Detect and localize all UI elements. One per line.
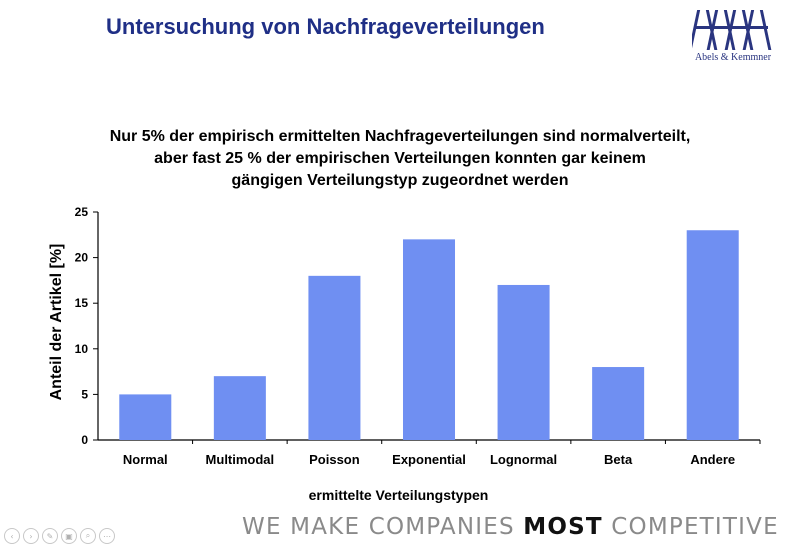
y-tick-label: 25 [75,205,89,219]
y-tick-label: 5 [81,387,88,401]
x-tick-label-poisson: Poisson [309,452,360,467]
bar-multimodal [213,376,266,440]
tagline-start: WE MAKE COMPANIES [242,514,524,540]
company-logo [692,10,772,50]
tagline: WE MAKE COMPANIES MOST COMPETITIVE [242,514,779,540]
next-icon[interactable]: › [23,528,39,544]
bar-poisson [308,275,361,440]
bar-exponential [402,239,456,440]
y-axis-label: Anteil der Artikel [%] [48,243,65,401]
more-icon[interactable]: ⋯ [99,528,115,544]
presentation-controls: ‹ › ✎ ▣ ⌕ ⋯ [4,528,115,544]
x-tick-label-exponential: Exponential [392,452,466,467]
pen-icon[interactable]: ✎ [42,528,58,544]
x-tick-label-andere: Andere [690,452,735,467]
x-tick-label-multimodal: Multimodal [206,452,275,467]
y-tick-label: 20 [75,251,89,265]
x-tick-label-beta: Beta [604,452,633,467]
x-axis-label: ermittelte Verteilungstypen [308,487,489,503]
y-tick-label: 0 [81,433,88,447]
bar-andere [686,230,739,440]
slides-icon[interactable]: ▣ [61,528,77,544]
logo-text: Abels & Kemmner [694,52,772,63]
tagline-end: COMPETITIVE [602,514,779,540]
y-tick-label: 10 [75,342,89,356]
y-tick-label: 15 [75,296,89,310]
x-tick-label-lognormal: Lognormal [490,452,557,467]
bar-lognormal [497,284,550,440]
headline: Nur 5% der empirisch ermittelten Nachfra… [40,126,760,192]
x-tick-label-normal: Normal [123,452,168,467]
tagline-emphasis: MOST [523,514,603,540]
prev-icon[interactable]: ‹ [4,528,20,544]
slide-title: Untersuchung von Nachfrageverteilungen [106,14,545,39]
chart-ticks: 0 5 10 15 20 25 Normal Multimodal Poisson Exponen… [75,205,761,467]
headline-line-2: aber fast 25 % der empirischen Verteilun… [154,150,646,167]
zoom-icon[interactable]: ⌕ [80,528,96,544]
chart-bars [119,230,739,440]
bar-normal [119,394,172,440]
headline-line-3: gängigen Verteilungstyp zugeordnet werde… [231,172,569,189]
headline-line-1: Nur 5% der empirisch ermittelten Nachfra… [109,128,691,145]
bar-beta [592,367,645,440]
